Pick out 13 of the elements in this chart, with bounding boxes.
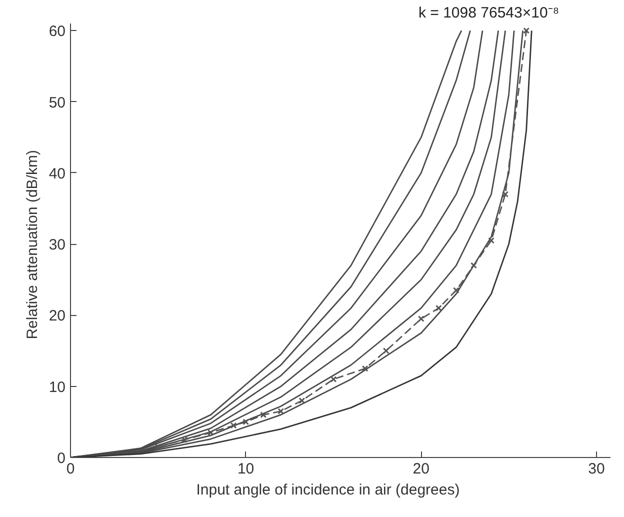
x-tick-label: 20 bbox=[412, 460, 430, 478]
y-tick-label: 50 bbox=[48, 94, 66, 112]
y-tick-label: 0 bbox=[57, 450, 66, 467]
x-tick-label: 10 bbox=[237, 460, 254, 478]
x-tick-label: 30 bbox=[588, 460, 605, 478]
y-tick-label: 10 bbox=[48, 378, 66, 396]
y-axis-title: Relative attenuation (dB/km) bbox=[24, 150, 41, 340]
y-tick-label: 30 bbox=[48, 236, 66, 254]
y-tick-label: 40 bbox=[48, 165, 66, 182]
text: k = 1098 76543×10⁻⁸ bbox=[418, 4, 560, 22]
x-axis-title: Input angle of incidence in air (degrees) bbox=[196, 482, 460, 498]
y-tick-label: 60 bbox=[48, 23, 66, 40]
y-tick-label: 20 bbox=[48, 308, 66, 325]
